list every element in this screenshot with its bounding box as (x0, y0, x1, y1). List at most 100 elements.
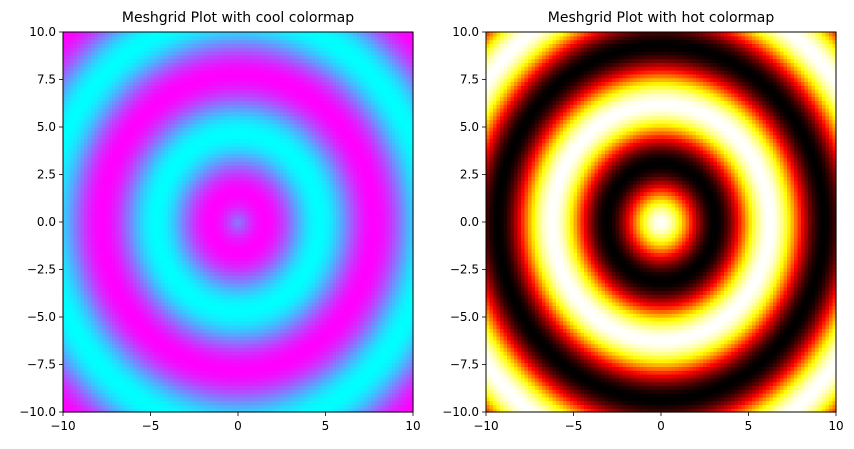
heatmap-cell (80, 351, 85, 356)
heatmap-cell (136, 294, 141, 299)
heatmap-cell (66, 385, 71, 390)
heatmap-cell (311, 298, 316, 303)
heatmap-cell (91, 374, 96, 379)
heatmap-cell (140, 332, 145, 337)
heatmap-cell (283, 324, 288, 329)
heatmap-cell (290, 294, 295, 299)
heatmap-cell (318, 233, 323, 238)
heatmap-cell (280, 408, 285, 413)
heatmap-cell (182, 408, 187, 413)
heatmap-cell (94, 328, 99, 333)
heatmap-cell (224, 339, 229, 345)
heatmap-cell (350, 286, 355, 291)
heatmap-cell (378, 400, 383, 405)
heatmap-cell (315, 362, 320, 367)
heatmap-cell (178, 271, 183, 276)
heatmap-cell (287, 241, 292, 246)
heatmap-cell (297, 355, 302, 360)
heatmap-cell (318, 362, 323, 367)
heatmap-cell (87, 267, 92, 272)
heatmap-cell (189, 317, 194, 322)
heatmap-cell (98, 404, 103, 409)
heatmap-cell (189, 256, 194, 261)
heatmap-cell (227, 222, 232, 227)
heatmap-cell (378, 282, 383, 288)
heatmap-cell (406, 400, 411, 405)
heatmap-cell (339, 374, 344, 379)
heatmap-cell (136, 332, 141, 337)
heatmap-cell (325, 332, 330, 337)
heatmap-cell (294, 408, 299, 413)
heatmap-cell (126, 332, 131, 337)
heatmap-cell (98, 377, 103, 383)
heatmap-cell (304, 366, 309, 371)
heatmap-cell (343, 271, 348, 276)
heatmap-cell (189, 339, 194, 345)
heatmap-cell (157, 298, 162, 303)
heatmap-cell (273, 317, 278, 322)
heatmap-cell (231, 256, 236, 261)
heatmap-cell (115, 237, 120, 242)
heatmap-cell (129, 309, 134, 314)
heatmap-cell (266, 290, 271, 295)
heatmap-cell (336, 347, 341, 352)
heatmap-cell (392, 339, 397, 345)
heatmap-cell (329, 233, 334, 238)
heatmap-cell (371, 260, 376, 265)
heatmap-cell (136, 241, 141, 246)
heatmap-cell (248, 381, 253, 386)
heatmap-cell (140, 396, 145, 402)
heatmap-cell (402, 320, 407, 326)
heatmap-cell (192, 298, 197, 303)
heatmap-cell (217, 332, 222, 337)
heatmap-cell (122, 400, 127, 405)
heatmap-cell (161, 332, 166, 337)
heatmap-cell (245, 225, 250, 231)
heatmap-cell (374, 374, 379, 379)
heatmap-cell (290, 362, 295, 367)
heatmap-cell (150, 339, 155, 345)
heatmap-cell (87, 317, 92, 322)
heatmap-cell (346, 374, 351, 379)
heatmap-cell (336, 222, 341, 227)
heatmap-cell (343, 237, 348, 242)
heatmap-cell (332, 275, 337, 280)
heatmap-cell (189, 381, 194, 386)
heatmap-cell (273, 237, 278, 242)
heatmap-cell (171, 358, 176, 364)
heatmap-cell (84, 233, 89, 238)
heatmap-cell (304, 256, 309, 261)
heatmap-cell (70, 313, 75, 318)
heatmap-cell (203, 290, 208, 295)
heatmap-cell (98, 385, 103, 390)
heatmap-cell (217, 336, 222, 341)
heatmap-cell (227, 282, 232, 288)
heatmap-cell (129, 263, 134, 269)
heatmap-cell (98, 320, 103, 326)
heatmap-cell (161, 301, 166, 307)
heatmap-cell (266, 313, 271, 318)
heatmap-cell (87, 377, 92, 383)
heatmap-cell (318, 222, 323, 227)
heatmap-cell (189, 275, 194, 280)
heatmap-cell (402, 233, 407, 238)
heatmap-cell (269, 358, 274, 364)
heatmap-cell (336, 313, 341, 318)
heatmap-cell (129, 260, 134, 265)
heatmap-cell (150, 351, 155, 356)
heatmap-cell (406, 381, 411, 386)
heatmap-cell (101, 408, 106, 413)
heatmap-cell (73, 389, 78, 394)
heatmap-cell (157, 244, 162, 250)
heatmap-cell (360, 256, 365, 261)
heatmap-cell (224, 225, 229, 231)
heatmap-cell (101, 252, 106, 257)
heatmap-cell (301, 229, 306, 234)
heatmap-cell (385, 225, 390, 231)
heatmap-cell (385, 396, 390, 402)
heatmap-cell (105, 404, 110, 409)
heatmap-cell (290, 256, 295, 261)
heatmap-cell (374, 385, 379, 390)
heatmap-cell (287, 404, 292, 409)
heatmap-cell (346, 225, 351, 231)
